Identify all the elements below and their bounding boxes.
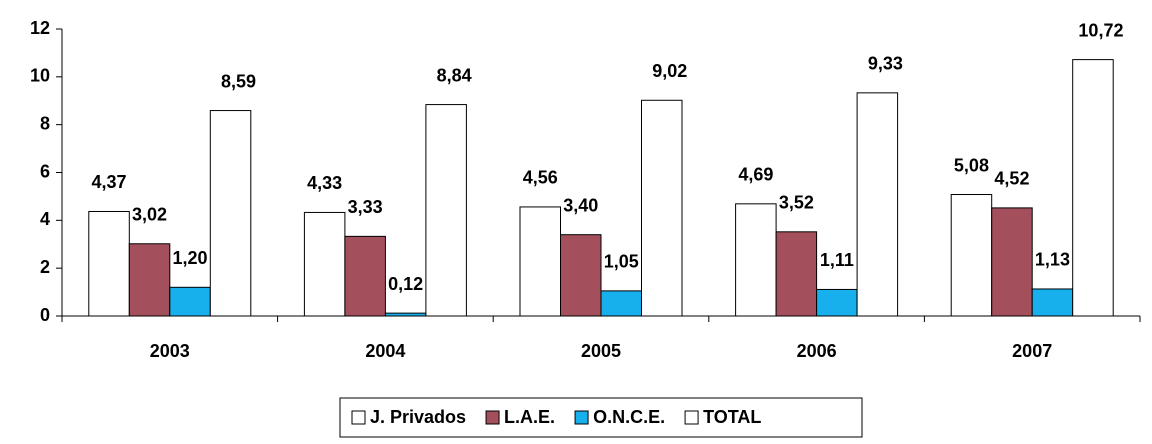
bar (425, 104, 467, 317)
y-tick-label: 4 (40, 209, 50, 229)
value-label: 10,72 (1078, 20, 1123, 40)
value-label: 4,37 (92, 172, 127, 192)
value-label: 0,12 (388, 274, 423, 294)
bar (1072, 59, 1114, 317)
x-tick-label: 2007 (1012, 341, 1052, 361)
value-label: 8,84 (437, 65, 472, 85)
bar (950, 194, 993, 317)
bar (816, 288, 858, 317)
legend-swatch (684, 410, 699, 425)
bar (344, 235, 386, 317)
value-label: 1,11 (820, 250, 854, 270)
value-label: 4,52 (994, 169, 1029, 189)
value-label: 1,20 (173, 248, 208, 268)
bar (600, 290, 642, 317)
x-tick-label: 2003 (150, 341, 190, 361)
value-label: 8,59 (221, 71, 256, 91)
value-label: 5,08 (954, 155, 989, 175)
bar (384, 312, 427, 317)
value-label: 3,33 (348, 197, 383, 217)
bar (209, 110, 252, 317)
value-label: 3,52 (779, 193, 814, 213)
y-tick-label: 0 (40, 305, 50, 325)
value-label: 4,56 (523, 168, 558, 188)
bar (519, 206, 561, 317)
bar (1031, 288, 1074, 317)
y-tick-label: 2 (40, 257, 50, 277)
bar (991, 207, 1033, 317)
y-tick-label: 10 (30, 66, 50, 86)
y-tick-label: 8 (40, 113, 50, 133)
bar (735, 203, 777, 317)
legend-swatch (574, 410, 589, 425)
bar (128, 243, 171, 317)
legend-swatch (351, 410, 366, 425)
legend-label: O.N.C.E. (593, 407, 665, 427)
bar (88, 210, 130, 317)
y-tick-label: 12 (30, 18, 50, 38)
value-label: 1,05 (604, 252, 639, 272)
value-label: 1,13 (1035, 250, 1070, 270)
x-tick-label: 2006 (797, 341, 837, 361)
x-tick-label: 2005 (581, 341, 621, 361)
y-tick-label: 6 (40, 161, 50, 181)
value-label: 3,40 (563, 195, 598, 215)
value-label: 9,02 (652, 61, 687, 81)
legend-box (339, 397, 863, 438)
legend-label: L.A.E. (504, 407, 555, 427)
value-label: 9,33 (868, 54, 903, 74)
legend-swatch (485, 410, 500, 425)
bar (856, 92, 899, 317)
bar (775, 231, 818, 317)
value-label: 3,02 (132, 205, 167, 225)
x-tick-label: 2004 (365, 341, 405, 361)
value-label: 4,69 (738, 165, 773, 185)
bar (303, 211, 346, 317)
bar (641, 99, 683, 317)
bar (169, 286, 211, 317)
legend-label: J. Privados (370, 407, 466, 427)
value-label: 4,33 (307, 173, 342, 193)
legend-label: TOTAL (703, 407, 761, 427)
bar (560, 234, 602, 317)
